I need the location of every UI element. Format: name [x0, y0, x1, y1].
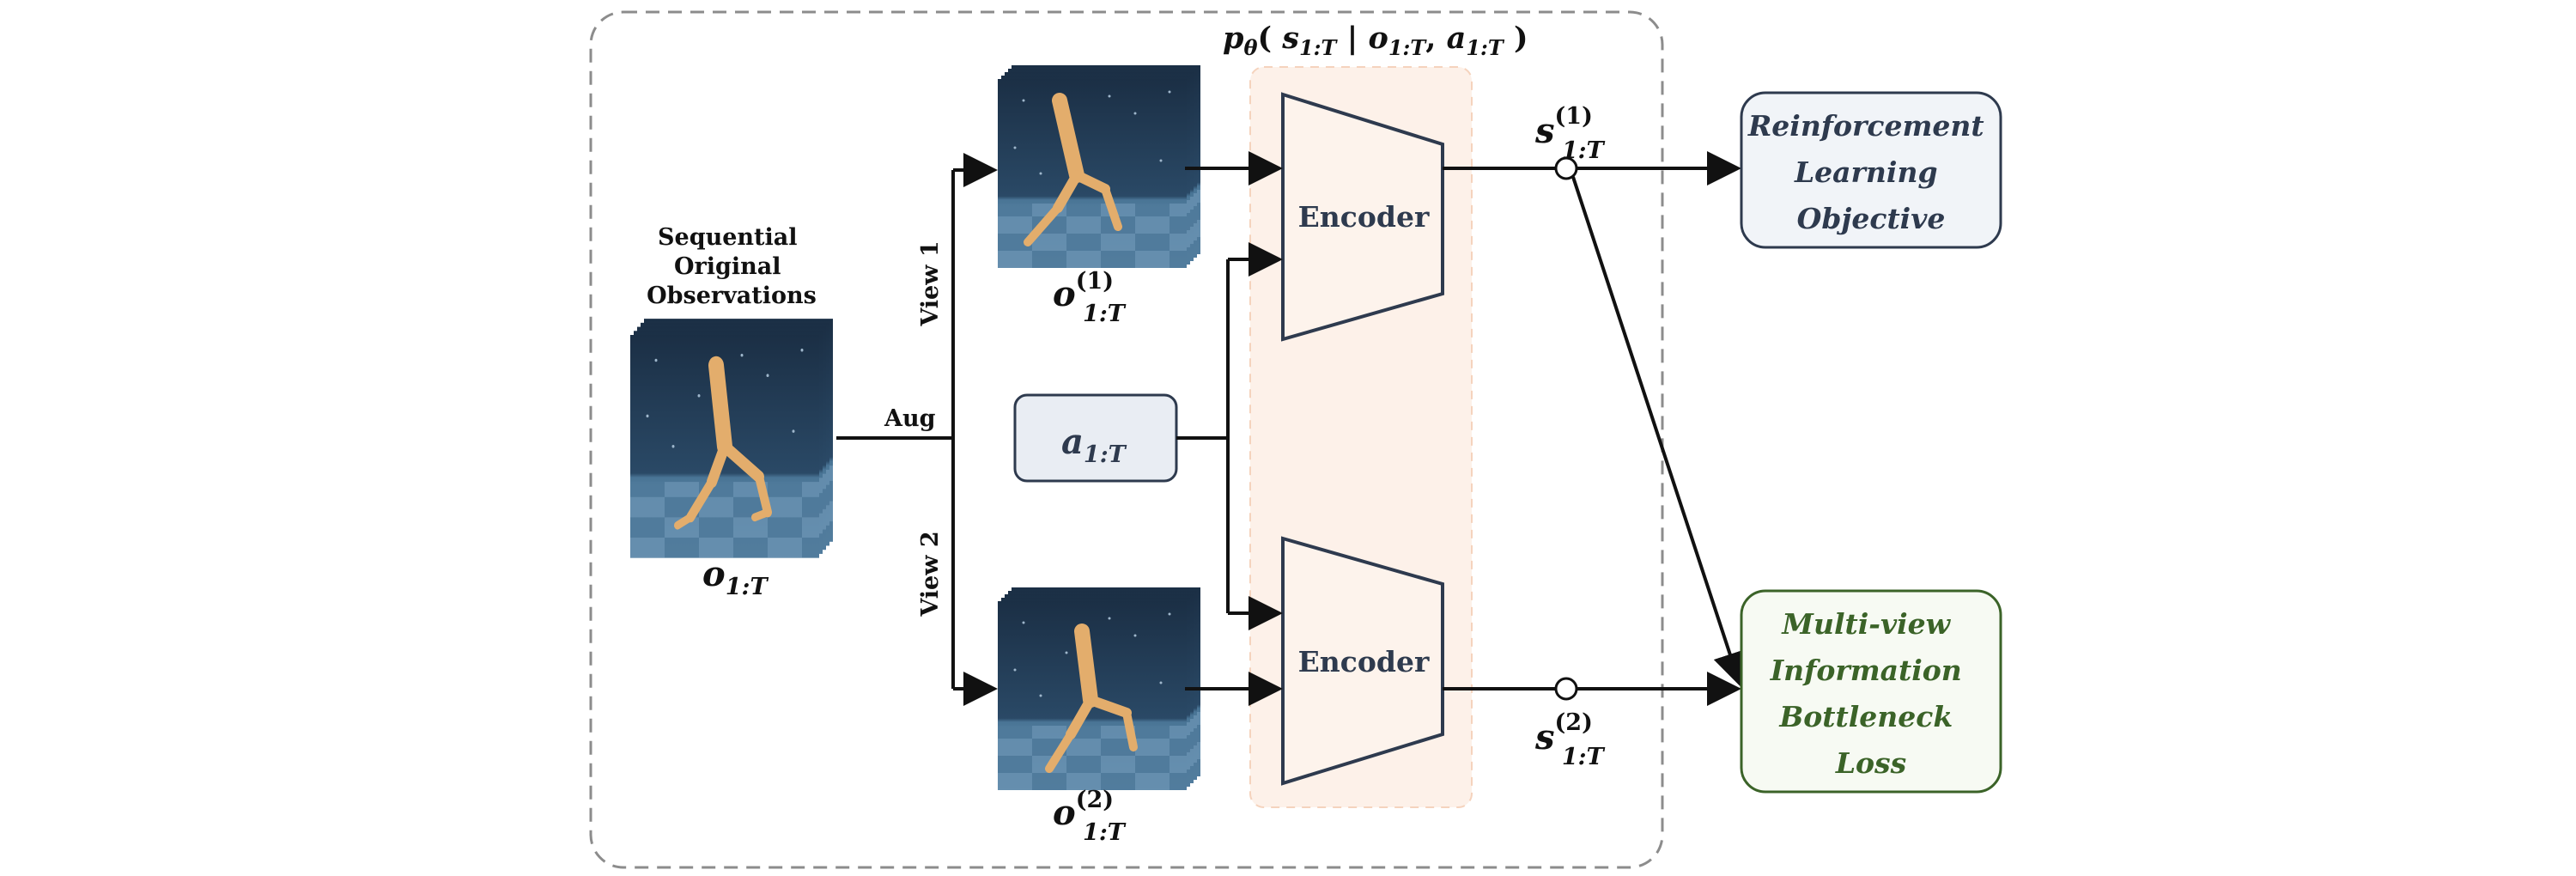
input-caption: Sequential Original Observations	[647, 224, 817, 309]
aug-label: Aug	[884, 405, 936, 432]
state1-symbol: s(1) 1:T	[1534, 103, 1606, 164]
input-symbol: o1:T	[702, 554, 769, 600]
view1-observation-stack	[998, 65, 1200, 268]
encoder-1	[1281, 92, 1444, 342]
encoder-2	[1281, 536, 1444, 786]
view2-obs-symbol: o(2) 1:T	[1053, 787, 1127, 846]
rl-objective-box	[1740, 91, 2002, 249]
state2-node	[1554, 677, 1578, 701]
mib-loss-label: Multi-view Information Bottleneck Loss	[1770, 607, 1972, 780]
walker-robot-icon	[674, 356, 772, 530]
rl-objective-label: Reinforcement Learning Objective	[1747, 109, 1994, 235]
view2-label: View 2	[917, 531, 944, 617]
view2-observation-stack	[998, 587, 1200, 790]
walker-robot-icon	[1024, 93, 1122, 246]
posterior-formula: pθ( s1:T | o1:T, a1:T )	[1223, 21, 1528, 60]
mib-loss-box	[1740, 589, 2002, 794]
model-boundary	[589, 10, 1664, 869]
action-symbol: a1:T	[1061, 422, 1127, 468]
state2-symbol: s(2) 1:T	[1534, 709, 1606, 770]
walker-robot-icon	[1045, 624, 1138, 773]
state1-node	[1554, 156, 1578, 180]
encoder-1-label: Encoder	[1298, 200, 1430, 234]
connections	[836, 151, 1747, 706]
encoder-2-label: Encoder	[1298, 645, 1430, 678]
input-observation-stack	[630, 319, 833, 557]
action-box	[1013, 393, 1178, 483]
view1-obs-symbol: o(1) 1:T	[1053, 268, 1127, 327]
view1-label: View 1	[917, 240, 944, 326]
